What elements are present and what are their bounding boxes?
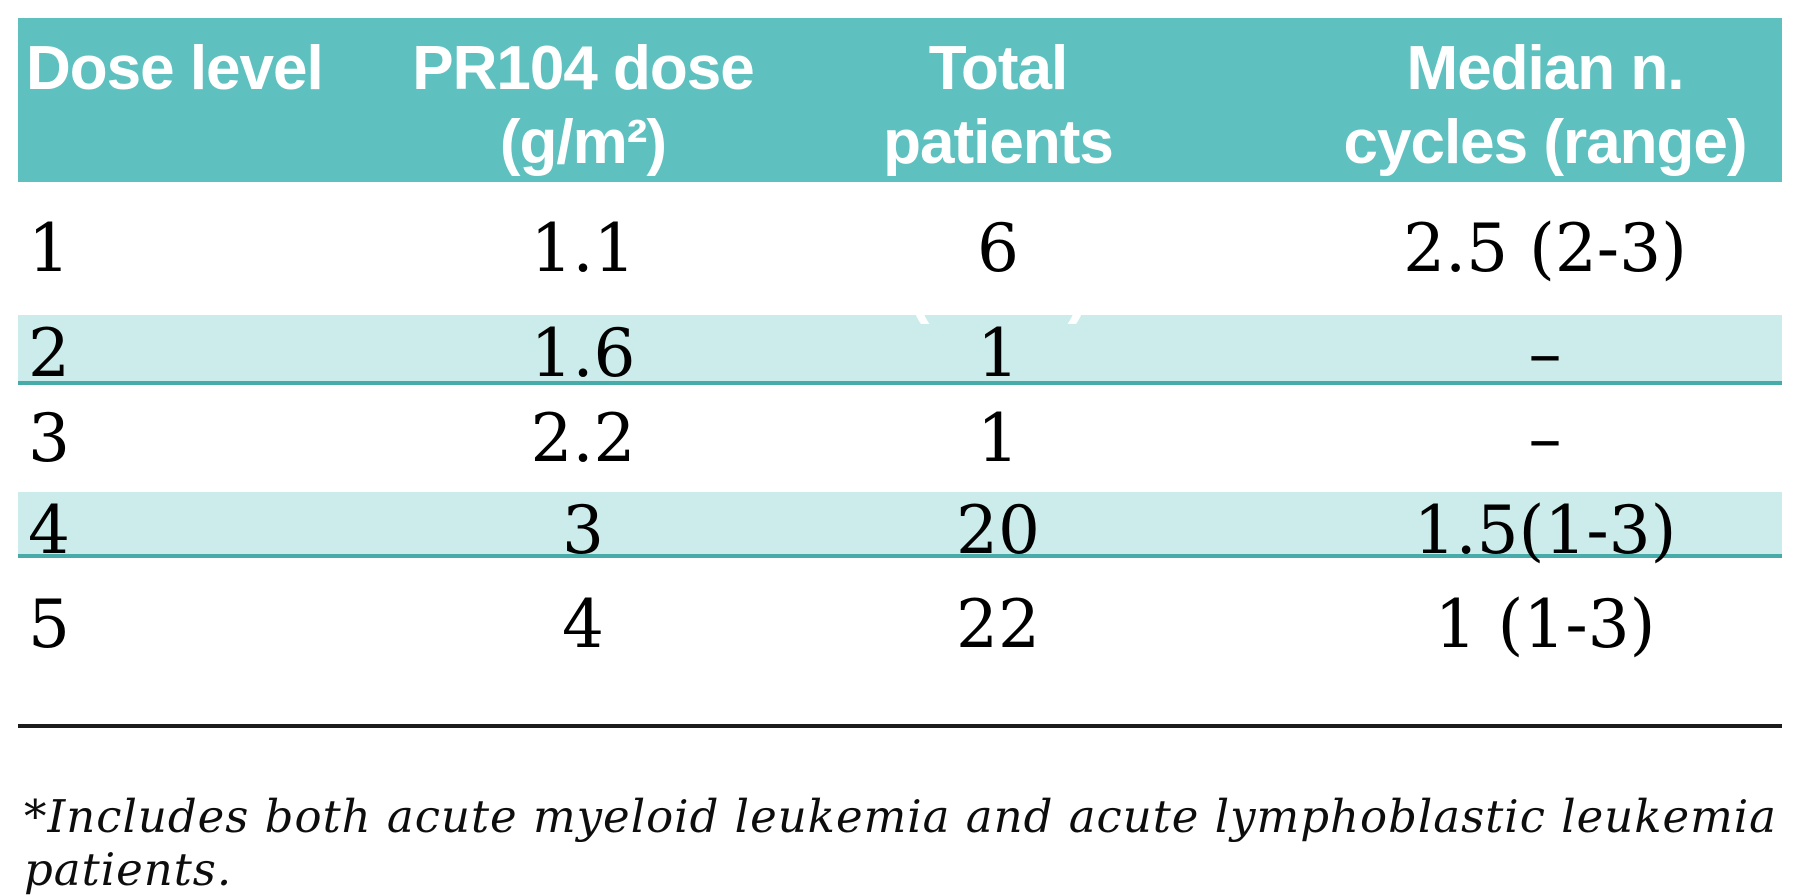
cell-dose-level: 2	[28, 315, 70, 392]
cell-patients: 20	[956, 492, 1040, 569]
table-row: 3 2.2 1 –	[18, 385, 1782, 492]
table-footnote: *Includes both acute myeloid leukemia an…	[24, 790, 1777, 896]
header-line2: cycles (range)	[1343, 108, 1748, 177]
cell-dose-level: 5	[28, 586, 70, 663]
header-line2: (g/m²)	[499, 108, 667, 177]
cell-median-cycles: 2.5 (2-3)	[1403, 210, 1687, 287]
table-row: 2 1.6 1 –	[18, 315, 1782, 392]
cell-dose-level: 1	[28, 210, 70, 287]
table-header-row: Dose level PR104 dose (g/m²) Total patie…	[18, 18, 1782, 325]
cell-patients: 6	[977, 210, 1019, 287]
cell-median-cycles: 1.5(1-3)	[1413, 492, 1677, 569]
cell-median-cycles: –	[1528, 400, 1562, 477]
header-line2: treated* (n=50)	[886, 182, 1111, 325]
header-line1: Dose level	[26, 34, 324, 103]
cell-dose-level: 4	[28, 492, 70, 569]
header-line1: Median n.	[1406, 34, 1685, 103]
cell-pr104-dose: 3	[562, 492, 604, 569]
table-row: 1 1.1 6 2.5 (2-3)	[18, 182, 1782, 315]
cell-pr104-dose: 2.2	[530, 400, 636, 477]
cell-pr104-dose: 1.6	[530, 315, 636, 392]
cell-patients: 1	[977, 315, 1019, 392]
cell-dose-level: 3	[28, 400, 70, 477]
bottom-rule-divider	[18, 724, 1782, 728]
table-row: 5 4 22 1 (1-3)	[18, 558, 1782, 691]
header-line1: PR104 dose	[412, 34, 755, 103]
cell-median-cycles: 1 (1-3)	[1434, 586, 1656, 663]
column-header-dose-level: Dose level	[18, 32, 348, 106]
column-header-pr104-dose: PR104 dose (g/m²)	[348, 32, 818, 180]
cell-patients: 1	[977, 400, 1019, 477]
column-header-median-cycles: Median n. cycles (range)	[1178, 32, 1782, 180]
cell-pr104-dose: 4	[562, 586, 604, 663]
cell-median-cycles: –	[1528, 315, 1562, 392]
cell-pr104-dose: 1.1	[530, 210, 636, 287]
cell-patients: 22	[956, 586, 1040, 663]
dose-escalation-table: Dose level PR104 dose (g/m²) Total patie…	[18, 18, 1782, 896]
header-line1: Total patients	[883, 34, 1114, 177]
column-header-total-patients: Total patients treated* (n=50)	[818, 32, 1178, 328]
table-row: 4 3 20 1.5(1-3)	[18, 492, 1782, 569]
